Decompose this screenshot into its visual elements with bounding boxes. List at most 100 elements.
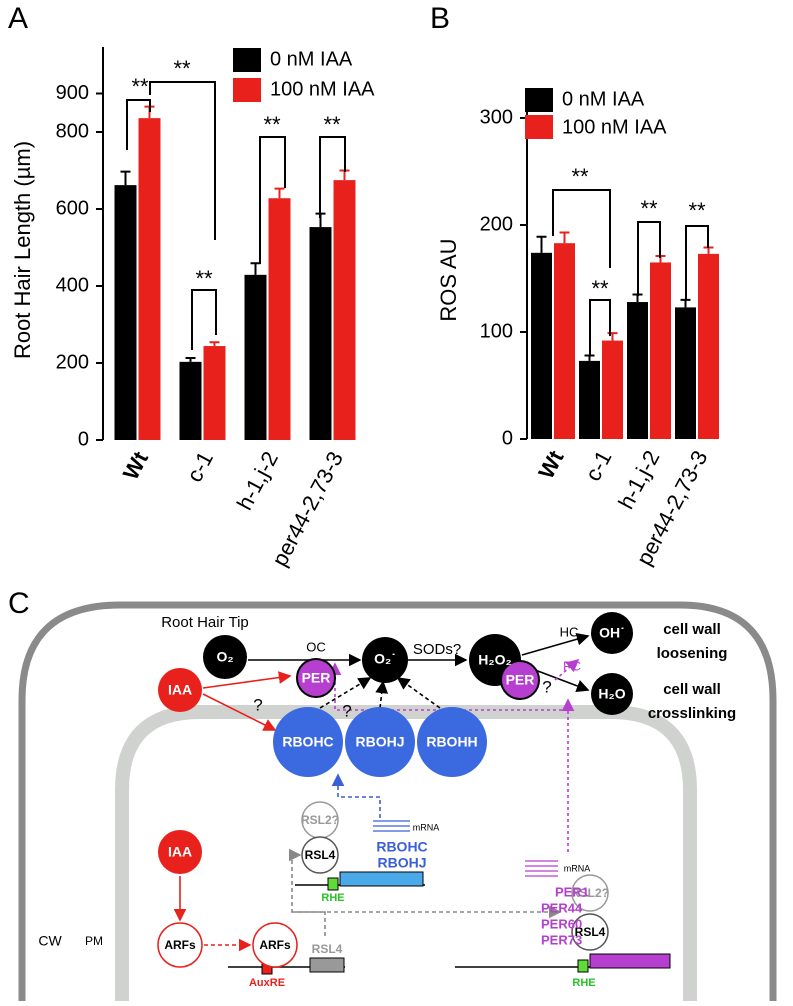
label: IAA (168, 844, 192, 860)
significance-label: ** (323, 112, 341, 137)
error-bar (274, 187, 285, 199)
legend-label: 0 nM IAA (562, 88, 645, 110)
significance-bracket (126, 99, 151, 150)
bar (698, 253, 719, 439)
bar (650, 262, 671, 439)
error-bar (209, 341, 220, 347)
error-bar (120, 170, 131, 186)
significance-label: ** (131, 74, 149, 99)
x-tick-label: c-1 (182, 447, 218, 486)
significance-bracket (319, 136, 346, 218)
label: PC (563, 658, 581, 673)
label: HC (560, 624, 579, 639)
significance-bracket (637, 221, 661, 296)
label: SODs? (413, 641, 461, 658)
label: RSL4 (312, 942, 343, 956)
significance-bracket (589, 299, 611, 355)
label: AuxRE (249, 977, 285, 989)
panel-label: A (8, 2, 28, 35)
label: PER60 (541, 916, 582, 931)
legend-swatch (525, 115, 553, 139)
bar (179, 361, 202, 440)
panel-label: B (430, 2, 450, 35)
y-axis-label: ROS AU (436, 238, 461, 321)
significance-bracket (685, 225, 709, 300)
labels: Root Hair Tip O₂ OC O₂˙ SODs? H₂O₂ HC OH… (38, 614, 736, 989)
y-tick-label: 300 (480, 106, 513, 128)
legend-swatch (233, 48, 261, 72)
significance-label: ** (688, 198, 706, 223)
label: RSL2? (571, 886, 609, 900)
label: RSL4 (575, 925, 606, 939)
bar (531, 252, 552, 439)
label: RSL4 (305, 848, 336, 862)
charts: A Root Hair Length (µm) 0 200 400 600 800 900 Wt… (8, 2, 719, 570)
x-tick-label: Wt (533, 446, 569, 483)
plasma-membrane (115, 705, 697, 1001)
label: H₂O (598, 686, 625, 702)
y-tick-label: 600 (56, 197, 89, 219)
significance-label: ** (640, 196, 658, 221)
legend-label: 100 nM IAA (562, 116, 667, 138)
x-tick-label: h-1,j-2 (232, 447, 283, 514)
label: ARFs (164, 938, 196, 952)
error-bar (185, 356, 196, 362)
label: ? (253, 695, 262, 714)
bar (554, 243, 575, 439)
label: H₂O₂ (478, 652, 511, 668)
label: ? (342, 701, 351, 720)
nodes (157, 612, 633, 968)
label: RBOHC (282, 734, 333, 750)
error-bar (680, 298, 691, 308)
x-tick-label: c-1 (580, 446, 616, 485)
arrows (173, 632, 590, 952)
legend-label: 100 nM IAA (270, 78, 375, 100)
error-bar (703, 246, 714, 254)
significance-bracket (149, 81, 216, 240)
genes (228, 820, 671, 975)
bar (114, 185, 137, 440)
legend-swatch (233, 78, 261, 102)
label: RHE (321, 892, 344, 904)
label: CW (38, 933, 62, 949)
significance-label: ** (571, 164, 589, 189)
label: PM (85, 934, 103, 948)
significance-label: ** (195, 266, 213, 291)
label: O₂˙ (374, 651, 396, 667)
bar (203, 346, 226, 440)
y-axis-label: Root Hair Length (µm) (10, 141, 35, 359)
label: OC (306, 639, 326, 654)
label: PER44 (541, 900, 583, 915)
label: cell wall (663, 681, 721, 698)
bar (268, 198, 291, 440)
label: RBOHJ (377, 855, 426, 871)
label: IAA (168, 682, 192, 698)
label: mRNA (413, 822, 440, 832)
bar (333, 180, 356, 440)
y-tick-label: 200 (480, 213, 513, 235)
panel-label: C (8, 587, 30, 620)
bar (244, 274, 267, 440)
y-tick-label: 900 (56, 82, 89, 104)
significance-bracket (191, 289, 217, 350)
legend-label: 0 nM IAA (270, 48, 353, 70)
y-tick-label: 0 (502, 427, 513, 449)
label: RSL2? (301, 813, 339, 827)
label: O₂ (216, 649, 233, 665)
label: PER73 (541, 932, 582, 947)
bar (309, 227, 332, 440)
significance-label: ** (591, 276, 609, 301)
x-tick-label: Wt (118, 447, 154, 484)
label: PER (302, 670, 331, 686)
bar (602, 340, 623, 439)
error-bar (250, 262, 261, 275)
cell-wall (18, 601, 777, 1001)
label: cell wall (663, 621, 721, 638)
diagram: C (8, 587, 777, 1001)
significance-bracket (552, 189, 611, 268)
label: OH˙ (599, 625, 625, 641)
y-tick-label: 100 (480, 320, 513, 342)
significance-label: ** (173, 56, 191, 81)
y-tick-label: 0 (78, 428, 89, 450)
